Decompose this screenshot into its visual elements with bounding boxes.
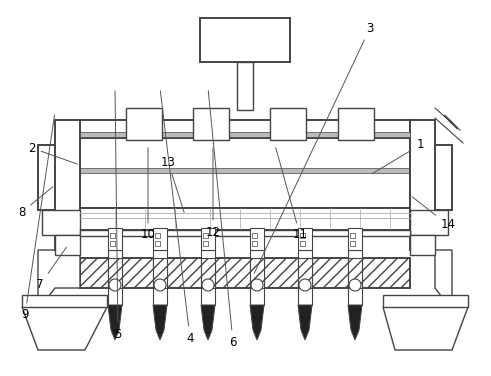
Polygon shape [108, 305, 122, 340]
Bar [252, 233, 257, 238]
Bar [300, 241, 305, 246]
Text: 8: 8 [18, 187, 53, 218]
Bar [80, 208, 410, 230]
Bar [203, 241, 208, 246]
Bar [108, 258, 122, 288]
Bar [55, 235, 80, 255]
Text: 2: 2 [28, 141, 78, 164]
Bar [298, 250, 312, 305]
Bar [350, 233, 355, 238]
Bar [42, 210, 80, 235]
Circle shape [299, 279, 311, 291]
Polygon shape [201, 305, 215, 340]
Bar [153, 228, 167, 250]
Bar [80, 138, 410, 208]
Bar [201, 228, 215, 250]
Bar [155, 233, 160, 238]
Bar [80, 120, 410, 138]
Text: 6: 6 [208, 91, 237, 349]
Bar [110, 241, 115, 246]
Bar [80, 132, 410, 137]
Circle shape [154, 279, 166, 291]
Bar [298, 258, 312, 288]
Bar [237, 62, 253, 110]
Text: 10: 10 [140, 148, 156, 241]
Bar [410, 235, 435, 255]
Bar [201, 250, 215, 305]
Polygon shape [250, 305, 264, 340]
Bar [348, 228, 362, 250]
Bar [155, 241, 160, 246]
Polygon shape [348, 305, 362, 340]
Bar [410, 120, 435, 250]
Polygon shape [298, 305, 312, 340]
Bar [201, 258, 215, 288]
Circle shape [349, 279, 361, 291]
Bar [250, 258, 264, 288]
Polygon shape [410, 250, 452, 310]
Bar [298, 228, 312, 250]
Circle shape [251, 279, 263, 291]
Bar [126, 108, 162, 140]
Bar [200, 18, 290, 62]
Polygon shape [22, 307, 107, 350]
Bar [80, 168, 410, 173]
Text: 9: 9 [21, 115, 55, 321]
Circle shape [109, 279, 121, 291]
Circle shape [202, 279, 214, 291]
Bar [338, 108, 374, 140]
Bar [350, 241, 355, 246]
Bar [38, 145, 80, 210]
Text: 12: 12 [206, 148, 220, 238]
Bar [80, 258, 410, 288]
Bar [270, 108, 306, 140]
Bar [410, 145, 452, 210]
Text: 13: 13 [161, 156, 184, 212]
Bar [410, 210, 448, 235]
Bar [153, 258, 167, 288]
Polygon shape [153, 305, 167, 340]
Bar [203, 233, 208, 238]
Bar [348, 250, 362, 305]
Text: 11: 11 [276, 148, 307, 241]
Bar [110, 233, 115, 238]
Text: 5: 5 [114, 91, 122, 341]
Bar [80, 230, 410, 236]
Bar [250, 250, 264, 305]
Polygon shape [383, 307, 468, 350]
Text: 14: 14 [412, 197, 456, 232]
Bar [383, 295, 468, 307]
Bar [252, 241, 257, 246]
Bar [153, 250, 167, 305]
Text: 7: 7 [36, 247, 66, 291]
Bar [108, 250, 122, 305]
Polygon shape [38, 250, 80, 310]
Bar [108, 228, 122, 250]
Bar [22, 295, 107, 307]
Bar [300, 233, 305, 238]
Bar [250, 228, 264, 250]
Bar [193, 108, 229, 140]
Bar [348, 258, 362, 288]
Text: 4: 4 [161, 91, 194, 344]
Text: 1: 1 [372, 138, 424, 174]
Text: 3: 3 [254, 21, 374, 273]
Bar [55, 120, 80, 250]
